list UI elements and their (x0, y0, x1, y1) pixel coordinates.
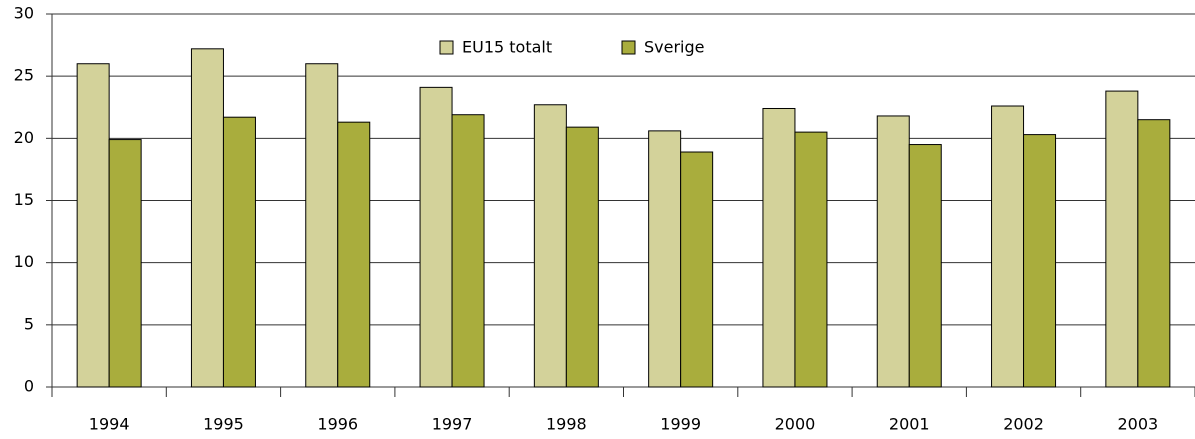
x-tick-label: 1994 (89, 415, 130, 434)
y-tick-label: 0 (24, 377, 34, 396)
bar (533, 104, 567, 388)
bar (1023, 134, 1057, 388)
bar (1137, 119, 1171, 388)
x-tick-label: 2002 (1003, 415, 1044, 434)
x-tick-label: 2003 (1117, 415, 1158, 434)
bar (337, 121, 371, 388)
legend-swatch (439, 40, 454, 55)
y-tick-label: 30 (14, 4, 34, 23)
bar (76, 63, 110, 388)
bar (991, 105, 1025, 388)
bar (876, 115, 910, 388)
bar (419, 86, 453, 388)
y-tick-label: 15 (14, 190, 34, 209)
y-tick-label: 25 (14, 66, 34, 85)
bar (190, 48, 224, 388)
y-tick-label: 10 (14, 252, 34, 271)
legend-label: EU15 totalt (462, 38, 552, 57)
bar (1105, 90, 1139, 388)
bar (794, 131, 828, 388)
x-tick-label: 2000 (775, 415, 816, 434)
x-tick-label: 2001 (889, 415, 930, 434)
x-tick-label: 1996 (317, 415, 358, 434)
bar (908, 144, 942, 388)
x-tick-label: 1998 (546, 415, 587, 434)
bar (762, 107, 796, 388)
legend-label: Sverige (644, 38, 705, 57)
x-tick-label: 1999 (660, 415, 701, 434)
bar (648, 130, 682, 388)
bar (222, 116, 256, 388)
bar (680, 151, 714, 388)
y-tick-label: 5 (24, 314, 34, 333)
legend-swatch (621, 40, 636, 55)
y-tick-label: 20 (14, 128, 34, 147)
bar (305, 63, 339, 388)
x-tick-label: 1995 (203, 415, 244, 434)
bar (108, 139, 142, 388)
x-tick-label: 1997 (432, 415, 473, 434)
bar (451, 114, 485, 388)
bar (565, 126, 599, 388)
